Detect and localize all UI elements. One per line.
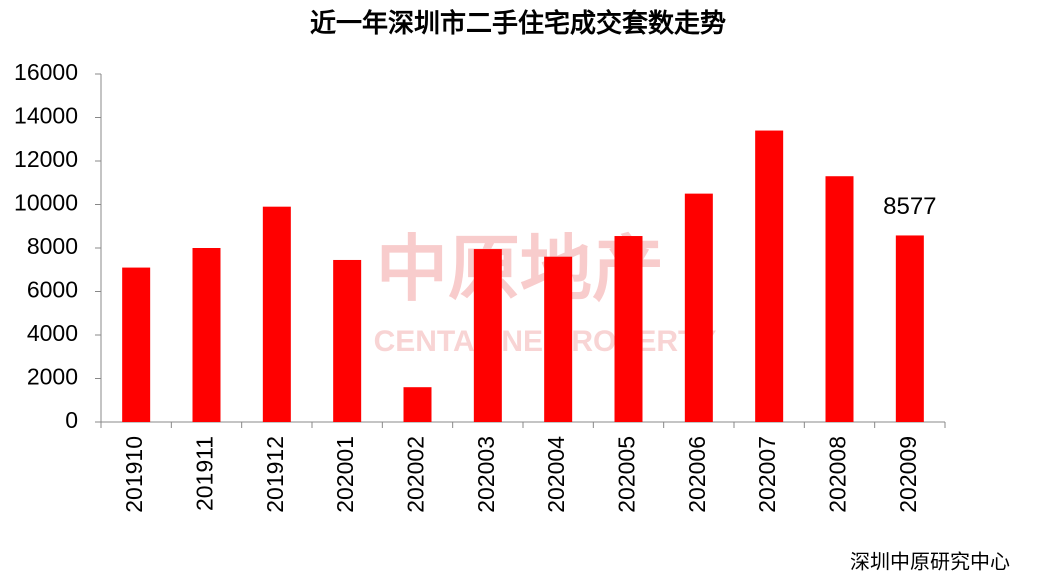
x-tick-label: 202005 <box>614 436 640 513</box>
bar <box>192 248 221 422</box>
x-tick-label: 202008 <box>825 436 851 513</box>
bar <box>262 206 291 422</box>
y-tick-label: 4000 <box>27 320 78 346</box>
x-tick-label: 202002 <box>403 436 429 513</box>
bar <box>755 130 784 423</box>
bar <box>684 193 713 422</box>
y-tick-label: 2000 <box>27 364 78 390</box>
bar <box>333 259 362 422</box>
bar <box>403 387 432 422</box>
value-label: 8577 <box>883 193 936 220</box>
x-tick-label: 201912 <box>262 436 288 513</box>
bar <box>122 267 151 422</box>
y-tick-label: 14000 <box>14 103 78 129</box>
x-tick-label: 202001 <box>332 436 358 513</box>
x-tick-label: 202006 <box>684 436 710 513</box>
y-tick-label: 0 <box>65 407 78 433</box>
x-tick-label: 201911 <box>192 436 218 511</box>
x-tick-label: 201910 <box>121 436 147 513</box>
y-tick-label: 10000 <box>14 190 78 216</box>
x-tick-label: 202009 <box>895 436 921 513</box>
x-tick-label: 202004 <box>543 436 569 513</box>
x-tick-label: 202003 <box>473 436 499 513</box>
chart-title: 近一年深圳市二手住宅成交套数走势 <box>310 8 726 38</box>
bar <box>614 236 643 422</box>
y-tick-label: 8000 <box>27 233 78 259</box>
bar <box>895 235 924 422</box>
bar <box>473 249 502 422</box>
y-tick-label: 6000 <box>27 277 78 303</box>
bar <box>825 176 854 422</box>
y-tick-label: 12000 <box>14 146 78 172</box>
x-tick-label: 202007 <box>754 436 780 513</box>
source: 深圳中原研究中心 <box>850 550 1010 573</box>
bar <box>544 256 573 422</box>
y-tick-label: 16000 <box>14 59 78 85</box>
